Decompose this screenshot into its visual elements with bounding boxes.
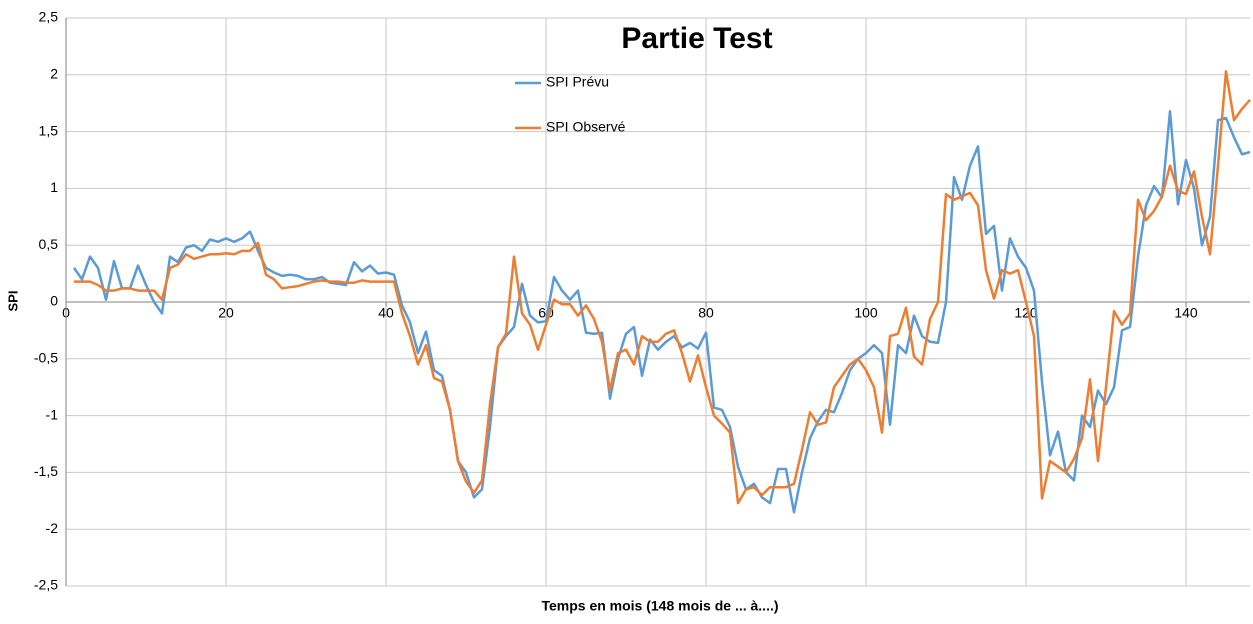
y-tick-label: -0,5 — [34, 350, 58, 366]
y-tick-label: 1 — [50, 179, 58, 195]
x-axis-title: Temps en mois (148 mois de ... à....) — [541, 598, 778, 614]
y-tick-label: 2,5 — [39, 9, 59, 25]
chart-title: Partie Test — [621, 22, 772, 55]
y-tick-label: 1,5 — [39, 122, 59, 138]
y-tick-label: -2,5 — [34, 577, 58, 593]
y-tick-label: 0,5 — [39, 236, 59, 252]
y-tick-label: 2 — [50, 66, 58, 82]
y-tick-label: -1 — [46, 406, 59, 422]
legend-label: SPI Prévu — [546, 74, 609, 90]
x-tick-label: 20 — [218, 305, 234, 321]
legend-label: SPI Observé — [546, 119, 626, 135]
data-line — [72, 109, 1251, 514]
y-axis-title: SPI — [5, 291, 20, 312]
y-tick-label: 0 — [50, 293, 58, 309]
x-tick-label: 140 — [1174, 305, 1198, 321]
y-tick-label: -1,5 — [34, 463, 58, 479]
y-tick-label: -2 — [46, 520, 59, 536]
x-tick-label: 100 — [854, 305, 878, 321]
x-tick-label: 80 — [698, 305, 714, 321]
x-tick-label: 40 — [378, 305, 394, 321]
x-tick-label: 120 — [1014, 305, 1038, 321]
data-line — [74, 70, 1251, 505]
